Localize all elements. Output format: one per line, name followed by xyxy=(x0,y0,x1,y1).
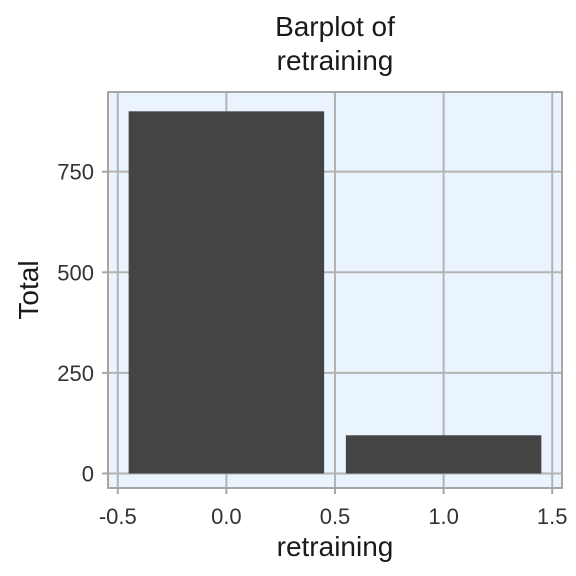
y-tick-label: 0 xyxy=(82,462,94,487)
chart-title-line: Barplot of xyxy=(275,11,395,42)
bar xyxy=(345,435,542,474)
y-tick-label: 750 xyxy=(57,160,94,185)
x-tick-label: 0.5 xyxy=(320,504,351,529)
chart-title-line: retraining xyxy=(277,45,394,76)
x-axis-title: retraining xyxy=(277,531,394,562)
bar xyxy=(128,111,325,474)
x-tick-label: 1.0 xyxy=(428,504,459,529)
y-axis-title: Total xyxy=(13,260,44,319)
y-tick-label: 250 xyxy=(57,361,94,386)
x-tick-label: 1.5 xyxy=(537,504,568,529)
x-axis: -0.5 0.0 0.5 1.0 1.5 xyxy=(99,488,568,529)
y-axis: 0 250 500 750 xyxy=(57,160,108,487)
x-tick-label: -0.5 xyxy=(99,504,137,529)
y-tick-label: 500 xyxy=(57,260,94,285)
bars xyxy=(128,111,542,474)
x-tick-label: 0.0 xyxy=(211,504,242,529)
